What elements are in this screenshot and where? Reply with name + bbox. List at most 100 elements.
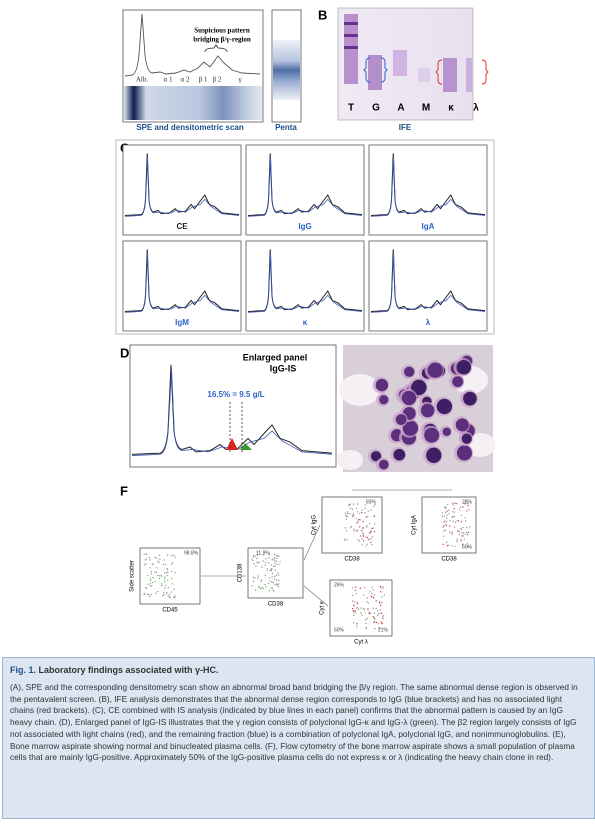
event (272, 581, 275, 584)
event (254, 555, 257, 557)
nucleus (442, 427, 452, 437)
event (382, 586, 385, 589)
event (273, 557, 276, 559)
event (448, 513, 450, 515)
event (355, 592, 357, 595)
event (366, 618, 368, 620)
event (355, 586, 357, 588)
event (357, 538, 360, 541)
event (441, 511, 444, 514)
event (353, 622, 355, 624)
event (156, 567, 158, 569)
event (145, 563, 147, 565)
event (261, 566, 263, 568)
event (460, 540, 462, 542)
event (149, 595, 151, 598)
event (252, 559, 254, 562)
event (382, 615, 384, 618)
event (374, 627, 376, 630)
event (255, 565, 257, 567)
event (462, 526, 464, 529)
event (346, 539, 348, 541)
event (275, 560, 277, 562)
event (152, 577, 155, 579)
event (463, 502, 465, 505)
event (143, 553, 145, 555)
ce-frame (122, 144, 242, 236)
event (350, 525, 353, 528)
event (451, 545, 453, 547)
event (372, 596, 375, 599)
event (149, 585, 152, 587)
event (345, 518, 347, 520)
event (449, 520, 451, 522)
event (447, 503, 449, 506)
event (163, 578, 166, 580)
event (381, 622, 383, 625)
event (154, 592, 157, 595)
event (442, 521, 445, 524)
event (173, 554, 175, 556)
event (265, 557, 267, 560)
panel-title: IgG-IS (270, 363, 297, 373)
event (270, 569, 273, 572)
event (380, 591, 382, 593)
event (458, 509, 461, 511)
event (462, 506, 464, 508)
ce-label: CE (176, 222, 188, 231)
event (443, 525, 445, 527)
gate-label: 50% (334, 627, 345, 633)
event (372, 616, 375, 618)
event (171, 554, 173, 557)
event (445, 523, 447, 525)
panel-caption: SPE and densitometric scan (136, 123, 244, 132)
event (466, 510, 468, 512)
event (362, 539, 365, 542)
event (443, 530, 445, 532)
axis-label: Cyt λ (354, 640, 368, 646)
event (359, 587, 362, 589)
event (353, 515, 355, 517)
event (467, 546, 469, 548)
gate-label: 26% (334, 582, 345, 588)
event (360, 511, 363, 514)
event (343, 538, 346, 541)
event (260, 579, 263, 581)
event (262, 554, 264, 556)
event (158, 554, 161, 557)
caption: Fig. 1. Laboratory findings associated w… (2, 657, 595, 819)
event (361, 544, 363, 546)
lane-label: λ (473, 103, 479, 114)
event (257, 575, 260, 577)
event (370, 531, 372, 533)
event (278, 583, 280, 585)
annotation: 16.5% = 9.5 g/L (207, 390, 264, 399)
event (370, 595, 373, 598)
event (446, 514, 448, 516)
event (356, 511, 359, 513)
event (268, 589, 270, 592)
nucleus (427, 362, 443, 378)
nucleus (463, 391, 477, 406)
event (173, 588, 175, 590)
event (355, 607, 357, 609)
event (167, 586, 169, 589)
event (157, 560, 159, 563)
event (276, 557, 278, 560)
event (466, 531, 468, 534)
event (170, 577, 173, 580)
event (274, 575, 276, 578)
event (368, 532, 371, 534)
event (456, 538, 458, 540)
gate-label: 21% (378, 627, 389, 633)
ce-frame (368, 144, 488, 236)
event (262, 587, 265, 590)
event (170, 563, 173, 566)
event (357, 521, 359, 523)
event (264, 574, 266, 576)
arrow (303, 524, 321, 561)
event (452, 510, 454, 513)
event (359, 526, 361, 528)
event (167, 594, 169, 597)
event (278, 555, 280, 557)
